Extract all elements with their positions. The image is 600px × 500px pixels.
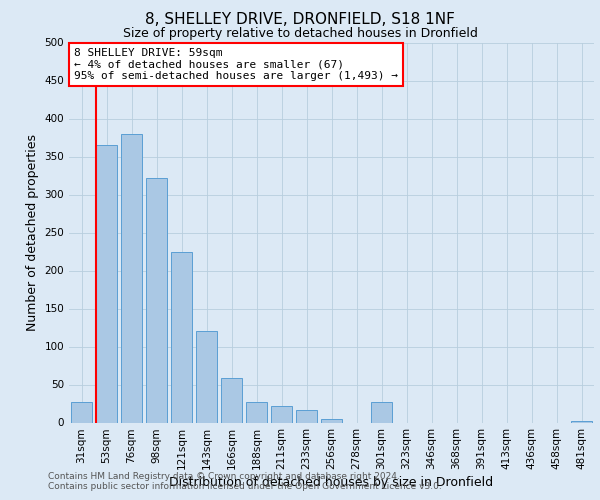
Y-axis label: Number of detached properties: Number of detached properties: [26, 134, 39, 331]
Text: Contains public sector information licensed under the Open Government Licence v3: Contains public sector information licen…: [48, 482, 442, 491]
Bar: [121, 134, 142, 422]
Bar: [221, 378, 242, 422]
Text: Contains HM Land Registry data © Crown copyright and database right 2024.: Contains HM Land Registry data © Crown c…: [48, 472, 400, 481]
Bar: [196, 332, 217, 422]
Bar: [571, 421, 592, 422]
Bar: [371, 402, 392, 422]
Bar: [271, 406, 292, 422]
Bar: [96, 145, 117, 422]
Bar: [296, 410, 317, 422]
Bar: [171, 252, 192, 422]
Bar: [246, 402, 267, 422]
Bar: [146, 178, 167, 422]
X-axis label: Distribution of detached houses by size in Dronfield: Distribution of detached houses by size …: [169, 476, 494, 490]
Text: 8, SHELLEY DRIVE, DRONFIELD, S18 1NF: 8, SHELLEY DRIVE, DRONFIELD, S18 1NF: [145, 12, 455, 28]
Text: Size of property relative to detached houses in Dronfield: Size of property relative to detached ho…: [122, 28, 478, 40]
Bar: [321, 418, 342, 422]
Bar: [71, 402, 92, 422]
Text: 8 SHELLEY DRIVE: 59sqm
← 4% of detached houses are smaller (67)
95% of semi-deta: 8 SHELLEY DRIVE: 59sqm ← 4% of detached …: [74, 48, 398, 82]
